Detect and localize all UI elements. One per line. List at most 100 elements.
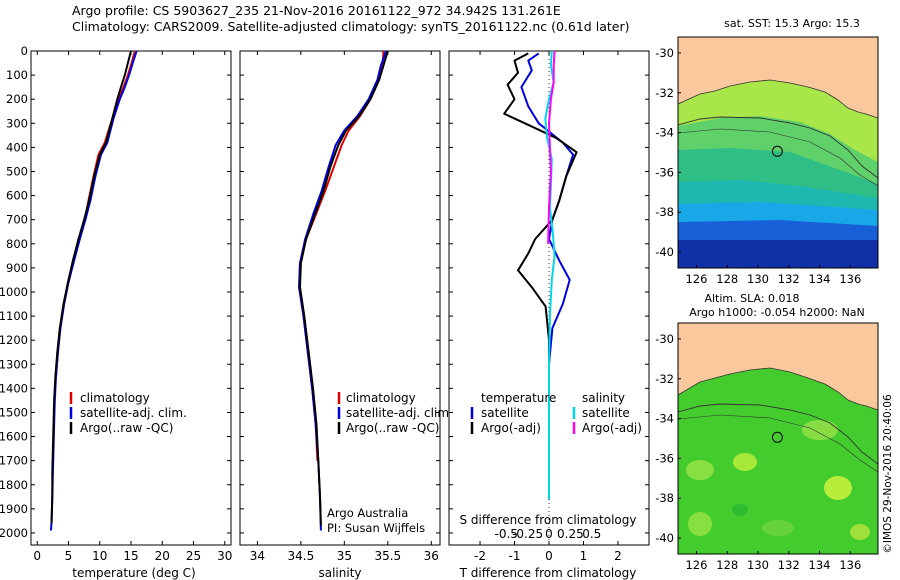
temperature-axes xyxy=(30,50,232,546)
x-tick-label: 5 xyxy=(65,549,73,563)
lon-tick-label: 136 xyxy=(839,558,861,572)
depth-tick-label: 0 xyxy=(21,44,28,58)
argo-float-marker xyxy=(771,431,783,443)
sst-lat-ticks: -30 -32 -34 -36 -38 -40 xyxy=(655,46,681,259)
x-tick-label: 0 xyxy=(33,549,41,563)
depth-tick-label: 1900 xyxy=(0,502,28,516)
sla-map-title-1: Altim. SLA: 0.018 xyxy=(704,292,799,305)
argo-raw-qc--line xyxy=(299,50,389,526)
x-tick-label: 34 xyxy=(250,549,265,563)
lon-tick-label: 134 xyxy=(809,558,831,572)
x-tick-label: 15 xyxy=(123,549,138,563)
sla-ocean xyxy=(678,368,878,554)
legend-argo: Argo(..raw -QC) xyxy=(80,421,173,435)
salinity-x-ticks: 34 34.5 35 35.5 36 xyxy=(250,51,439,563)
s-difference-title: S difference from climatology xyxy=(460,513,637,527)
salinity-depth-ticks xyxy=(240,50,440,534)
x-tick-label: 36 xyxy=(424,549,439,563)
s-tick-label: 0 xyxy=(545,527,553,541)
depth-tick-label: 1800 xyxy=(0,478,28,492)
depth-tick-label: 300 xyxy=(6,116,28,130)
lon-tick-label: 126 xyxy=(685,558,707,572)
depth-tick-label: 1500 xyxy=(0,405,28,419)
lat-tick-label: -32 xyxy=(655,86,674,100)
s-tick-label: 0.25 xyxy=(557,527,584,541)
lat-tick-label: -38 xyxy=(655,491,674,505)
sla-blob xyxy=(850,524,870,540)
lat-tick-label: -38 xyxy=(655,205,674,219)
difference-panel: -2 -1 0 1 2 -0.5-0.25 0 0.250.5 S difference f… xyxy=(448,50,650,580)
sla-blob xyxy=(762,520,794,536)
temperature-series xyxy=(50,50,138,531)
x-tick-label: 20 xyxy=(155,549,170,563)
depth-tick-label: 1100 xyxy=(0,309,28,323)
lon-tick-label: 130 xyxy=(747,272,769,286)
difference-series xyxy=(503,50,578,500)
sst-map-frame xyxy=(677,36,879,269)
legend-satellite: satellite-adj. clim. xyxy=(346,406,453,420)
depth-tick-label: 1200 xyxy=(0,333,28,347)
lat-tick-label: -30 xyxy=(655,332,674,346)
x-tick-label: 1 xyxy=(580,549,588,563)
lon-tick-label: 132 xyxy=(778,272,800,286)
x-tick-label: 30 xyxy=(217,549,232,563)
sla-map: Altim. SLA: 0.018 Argo h1000: -0.054 h20… xyxy=(655,292,879,572)
temperature-depth-ticks: 0 100 200 300 400 500 600 700 800 900 1000 1100 1200… xyxy=(0,44,231,540)
x-tick-label: 0 xyxy=(545,549,553,563)
s-tick-label: 0.5 xyxy=(582,527,601,541)
x-tick-label: 35 xyxy=(337,549,352,563)
legend-sal-argo: Argo(-adj) xyxy=(582,421,642,435)
sst-contour-200m xyxy=(678,116,878,179)
sst-field xyxy=(678,37,878,268)
salinity-series xyxy=(298,50,389,531)
t-difference-xlabel: T difference from climatology xyxy=(459,566,637,580)
legend-satellite: satellite-adj. clim. xyxy=(80,406,187,420)
sla-blob xyxy=(824,476,852,500)
legend-temp-satellite: satellite xyxy=(481,406,529,420)
depth-tick-label: 500 xyxy=(6,164,28,178)
principal-investigator: PI: Susan Wijffels xyxy=(327,521,425,535)
sla-blob xyxy=(802,420,838,440)
x-tick-label: 2 xyxy=(614,549,622,563)
legend-temp-argo: Argo(-adj) xyxy=(481,421,541,435)
salinity-difference-ticks: -0.5-0.25 0 0.250.5 xyxy=(495,527,602,541)
lon-tick-label: 128 xyxy=(716,558,738,572)
depth-tick-label: 400 xyxy=(6,140,28,154)
depth-tick-label: 1400 xyxy=(0,381,28,395)
lat-tick-label: -36 xyxy=(655,451,674,465)
x-tick-label: 10 xyxy=(92,549,107,563)
sst-lon-ticks: 126 128 130 132 134 136 xyxy=(685,265,861,286)
lat-tick-label: -30 xyxy=(655,46,674,60)
depth-tick-label: 1600 xyxy=(0,430,28,444)
lat-tick-label: -40 xyxy=(655,531,674,545)
temperature-panel: 0100200300400500600700800900100011001200… xyxy=(0,44,232,580)
temperature-argo-adj--line xyxy=(503,52,578,500)
temperature-x-ticks: 0 5 10 15 20 25 30 xyxy=(33,51,232,563)
x-tick-label: 34.5 xyxy=(288,549,315,563)
difference-x-ticks: -2 -1 0 1 2 xyxy=(474,51,622,563)
lon-tick-label: 126 xyxy=(685,272,707,286)
temperature-legend: climatology satellite-adj. clim. Argo(..… xyxy=(69,391,187,435)
depth-tick-label: 1000 xyxy=(0,285,28,299)
lat-tick-label: -34 xyxy=(655,126,674,140)
depth-tick-label: 800 xyxy=(6,237,28,251)
difference-legend: temperature satellite Argo(-adj) salinit… xyxy=(470,391,642,435)
s-tick-label: -0.5 xyxy=(495,527,518,541)
sst-map: sat. SST: 15.3 Argo: 15.3 126 128 130 132 13… xyxy=(655,17,879,286)
sla-field xyxy=(678,323,878,554)
lat-tick-label: -40 xyxy=(655,245,674,259)
salinity-legend: climatology satellite-adj. clim. Argo(..… xyxy=(337,391,453,435)
sla-map-title-2: Argo h1000: -0.054 h2000: NaN xyxy=(689,306,865,319)
imos-credit: ©IMOS 29-Nov-2016 20:40:06 xyxy=(882,394,894,554)
salinity-panel: 34 34.5 35 35.5 36 salinity climatology sate… xyxy=(239,50,453,580)
sla-blob xyxy=(732,504,748,516)
lat-tick-label: -34 xyxy=(655,412,674,426)
depth-tick-label: 2000 xyxy=(0,526,28,540)
legend-climatology: climatology xyxy=(346,391,416,405)
salinity-axes xyxy=(239,50,441,546)
lon-tick-label: 136 xyxy=(839,272,861,286)
legend-temperature-heading: temperature xyxy=(481,391,556,405)
temperature-xlabel: temperature (deg C) xyxy=(72,566,195,580)
legend-sal-satellite: satellite xyxy=(582,406,630,420)
